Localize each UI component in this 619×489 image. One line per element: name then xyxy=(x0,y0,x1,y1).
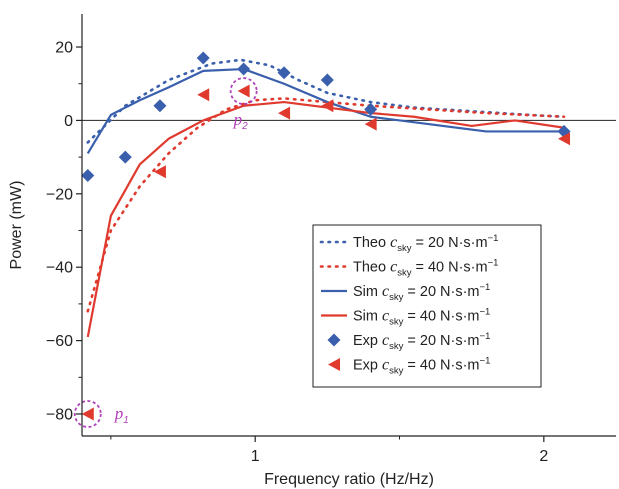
point-exp20 xyxy=(277,66,291,80)
point-exp40 xyxy=(197,88,210,102)
axes: 20 0 −20 −40 −60 −80 1 2 xyxy=(46,14,616,465)
legend-label-exp20: Exp csky = 20 N·s·m−1 xyxy=(353,331,490,352)
annotation-sub-p2: 2 xyxy=(241,121,248,132)
line-sim40 xyxy=(86,100,565,338)
series-sim20 xyxy=(86,67,565,155)
y-axis-label: Power (mW) xyxy=(8,181,25,270)
annotation-sub-p1: 1 xyxy=(123,415,129,426)
legend-label-sim40: Sim csky = 40 N·s·m−1 xyxy=(353,307,490,328)
legend-item-sim20: Sim csky = 20 N·s·m−1 xyxy=(321,282,490,303)
legend: Theo csky = 20 N·s·m−1 Theo csky = 40 N·s… xyxy=(312,224,542,388)
series-exp40 xyxy=(81,84,571,421)
point-exp20 xyxy=(196,51,210,65)
legend-label-exp40: Exp csky = 40 N·s·m−1 xyxy=(353,356,490,377)
annotation-label-p2: p2 xyxy=(233,110,249,132)
point-exp40 xyxy=(237,84,250,98)
legend-swatch-exp20 xyxy=(327,333,341,347)
legend-label-theo20: Theo csky = 20 N·s·m−1 xyxy=(353,233,498,254)
y-tick-label: 0 xyxy=(64,113,73,130)
legend-box xyxy=(312,224,542,388)
annotation-circle-p2 xyxy=(229,77,258,105)
legend-item-theo20: Theo csky = 20 N·s·m−1 xyxy=(319,233,498,254)
point-exp40 xyxy=(81,407,94,421)
point-exp40 xyxy=(558,132,571,146)
line-sim20 xyxy=(86,67,565,155)
y-tick-label: −60 xyxy=(46,333,73,350)
line-theo40 xyxy=(86,97,566,313)
legend-item-theo40: Theo csky = 40 N·s·m−1 xyxy=(319,258,498,279)
point-exp20 xyxy=(153,99,167,113)
y-tick-label: −40 xyxy=(46,260,73,277)
point-exp20 xyxy=(364,102,378,116)
point-exp40 xyxy=(278,106,291,120)
annotation-layer: p1 p2 xyxy=(73,77,258,428)
point-exp20 xyxy=(320,73,334,87)
point-exp20 xyxy=(237,62,251,76)
point-exp40 xyxy=(321,99,334,113)
legend-label-sim20: Sim csky = 20 N·s·m−1 xyxy=(353,282,490,303)
series-sim40 xyxy=(86,100,565,338)
y-tick-label: −20 xyxy=(46,186,73,203)
series-theo20 xyxy=(86,58,566,144)
x-tick-label: 1 xyxy=(251,448,260,465)
legend-item-exp20: Exp csky = 20 N·s·m−1 xyxy=(327,331,490,352)
series-layer xyxy=(81,51,571,421)
x-axis-label: Frequency ratio (Hz/Hz) xyxy=(264,471,434,488)
y-tick-label: 20 xyxy=(55,40,73,57)
legend-swatch-exp40 xyxy=(328,358,340,371)
annotation-label-p1: p1 xyxy=(114,404,129,426)
legend-item-exp40: Exp csky = 40 N·s·m−1 xyxy=(328,356,490,377)
point-exp40 xyxy=(153,165,166,179)
annotation-circle-p1 xyxy=(73,400,102,428)
line-theo20 xyxy=(86,58,566,144)
legend-item-sim40: Sim csky = 40 N·s·m−1 xyxy=(321,307,490,328)
point-exp40 xyxy=(364,117,377,131)
series-theo40 xyxy=(86,97,566,313)
x-tick-label: 2 xyxy=(539,448,548,465)
point-exp20 xyxy=(118,150,132,164)
legend-label-theo40: Theo csky = 40 N·s·m−1 xyxy=(353,258,498,279)
series-exp20 xyxy=(81,51,571,182)
y-tick-label: −80 xyxy=(46,406,73,423)
point-exp20 xyxy=(81,168,95,182)
